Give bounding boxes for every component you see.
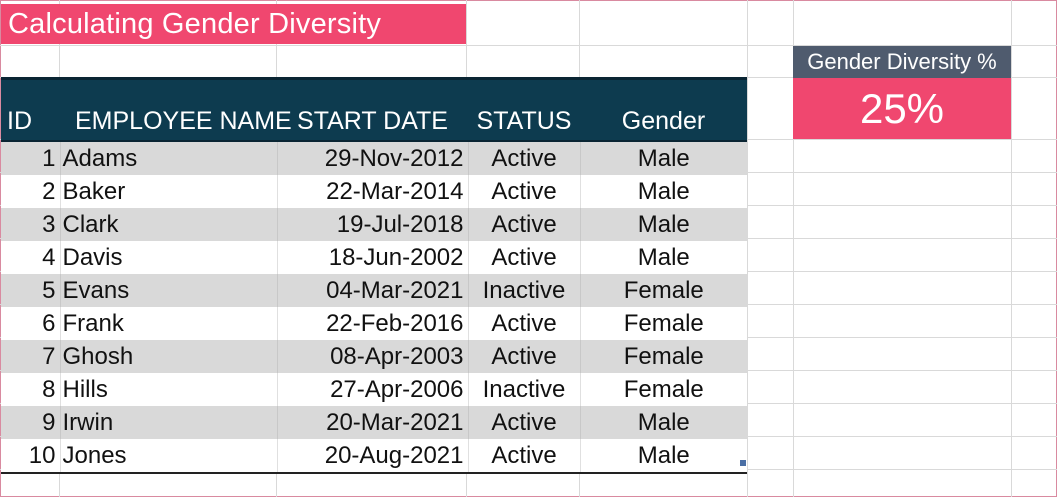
cell-employee-name[interactable]: Jones: [59, 438, 277, 473]
header-cell-employee-name[interactable]: EMPLOYEE NAME: [75, 106, 292, 135]
table-row: 4 Davis 18-Jun-2002 Active Male: [1, 240, 747, 274]
cell-employee-name[interactable]: Hills: [59, 372, 277, 406]
table-row: 6 Frank 22-Feb-2016 Active Female: [1, 306, 747, 340]
cell-id[interactable]: 3: [42, 210, 56, 238]
cell-status[interactable]: Active: [467, 405, 580, 439]
cell-gender[interactable]: Male: [579, 405, 747, 439]
cell-status[interactable]: Active: [467, 207, 580, 241]
gridline: [0, 139, 1057, 140]
table-row: 2 Baker 22-Mar-2014 Active Male: [1, 174, 747, 208]
cell-status[interactable]: Inactive: [467, 273, 580, 307]
cell-id[interactable]: 5: [42, 276, 56, 304]
gridline: [747, 0, 748, 497]
sheet-title[interactable]: Calculating Gender Diversity: [1, 4, 466, 44]
header-cell-start-date[interactable]: START DATE: [297, 106, 448, 135]
cell-start-date[interactable]: 04-Mar-2021: [276, 273, 468, 307]
gridline: [1011, 0, 1012, 497]
table-header-row: ID EMPLOYEE NAME START DATE STATUS Gende…: [1, 78, 747, 141]
cell-start-date[interactable]: 20-Mar-2021: [276, 405, 468, 439]
cell-start-date[interactable]: 19-Jul-2018: [276, 207, 468, 241]
cell-employee-name[interactable]: Ghosh: [59, 339, 277, 373]
cell-status[interactable]: Active: [467, 306, 580, 340]
header-cell-id[interactable]: ID: [7, 106, 32, 135]
cell-id[interactable]: 10: [28, 441, 56, 469]
cell-employee-name[interactable]: Frank: [59, 306, 277, 340]
cell-employee-name[interactable]: Clark: [59, 207, 277, 241]
gridline: [0, 77, 1057, 78]
cell-start-date[interactable]: 22-Mar-2014: [276, 174, 468, 208]
cell-id[interactable]: 2: [42, 177, 56, 205]
cell-status[interactable]: Inactive: [467, 372, 580, 406]
cell-start-date[interactable]: 18-Jun-2002: [276, 240, 468, 274]
gender-diversity-value[interactable]: 25%: [793, 78, 1011, 139]
cell-id[interactable]: 8: [42, 375, 56, 403]
cell-gender[interactable]: Male: [579, 438, 747, 473]
cell-start-date[interactable]: 22-Feb-2016: [276, 306, 468, 340]
cell-id[interactable]: 4: [42, 243, 56, 271]
cell-start-date[interactable]: 08-Apr-2003: [276, 339, 468, 373]
cell-gender[interactable]: Female: [579, 273, 747, 307]
cell-id[interactable]: 6: [42, 309, 56, 337]
table-row: 3 Clark 19-Jul-2018 Active Male: [1, 207, 747, 241]
table-row: 9 Irwin 20-Mar-2021 Active Male: [1, 405, 747, 439]
employee-table: ID EMPLOYEE NAME START DATE STATUS Gende…: [1, 77, 747, 474]
table-row: 10 Jones 20-Aug-2021 Active Male: [1, 438, 747, 473]
cell-start-date[interactable]: 20-Aug-2021: [276, 438, 468, 473]
cell-start-date[interactable]: 27-Apr-2006: [276, 372, 468, 406]
gridline: [793, 0, 794, 497]
cell-gender[interactable]: Male: [579, 240, 747, 274]
cell-gender[interactable]: Male: [579, 174, 747, 208]
table-row: 1 Adams 29-Nov-2012 Active Male: [1, 140, 747, 175]
cell-employee-name[interactable]: Davis: [59, 240, 277, 274]
cell-employee-name[interactable]: Baker: [59, 174, 277, 208]
cell-gender[interactable]: Male: [579, 207, 747, 241]
cell-status[interactable]: Active: [467, 174, 580, 208]
header-cell-gender[interactable]: Gender: [621, 106, 706, 135]
cell-status[interactable]: Active: [467, 140, 580, 175]
cell-gender[interactable]: Female: [579, 339, 747, 373]
cell-status[interactable]: Active: [467, 240, 580, 274]
cell-employee-name[interactable]: Irwin: [59, 405, 277, 439]
cell-id[interactable]: 9: [42, 408, 56, 436]
gridline: [0, 45, 1057, 46]
cell-gender[interactable]: Female: [579, 306, 747, 340]
cell-status[interactable]: Active: [467, 438, 580, 473]
cell-employee-name[interactable]: Adams: [59, 140, 277, 175]
cell-gender[interactable]: Male: [579, 140, 747, 175]
cell-id[interactable]: 1: [42, 144, 56, 172]
fill-handle[interactable]: [740, 460, 746, 466]
table-row: 8 Hills 27-Apr-2006 Inactive Female: [1, 372, 747, 406]
cell-start-date[interactable]: 29-Nov-2012: [276, 140, 468, 175]
table-row: 7 Ghosh 08-Apr-2003 Active Female: [1, 339, 747, 373]
table-row: 5 Evans 04-Mar-2021 Inactive Female: [1, 273, 747, 307]
cell-status[interactable]: Active: [467, 339, 580, 373]
cell-employee-name[interactable]: Evans: [59, 273, 277, 307]
header-cell-status[interactable]: STATUS: [476, 106, 572, 135]
gender-diversity-label[interactable]: Gender Diversity %: [793, 46, 1011, 78]
cell-gender[interactable]: Female: [579, 372, 747, 406]
cell-id[interactable]: 7: [42, 342, 56, 370]
